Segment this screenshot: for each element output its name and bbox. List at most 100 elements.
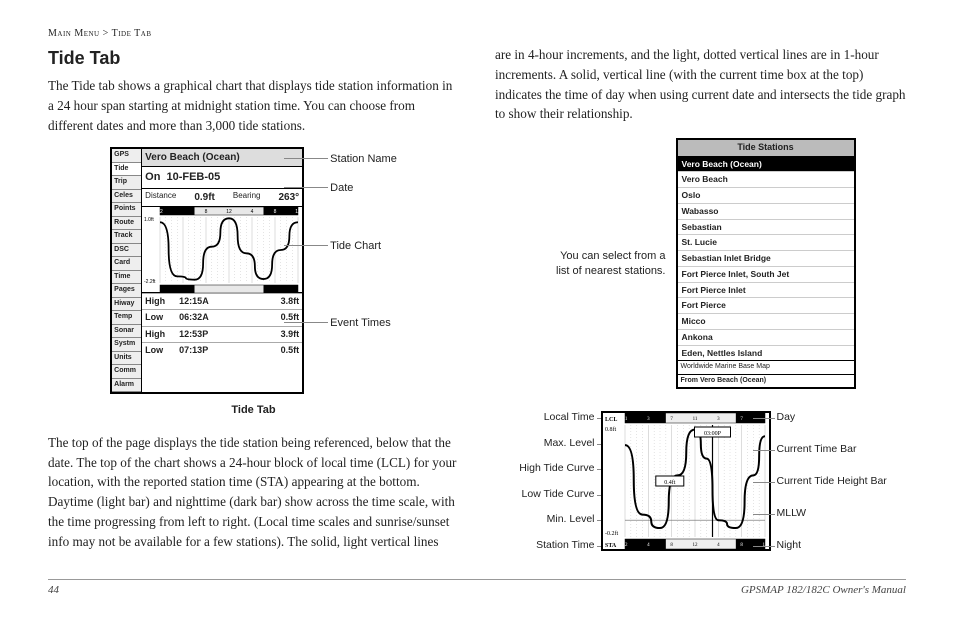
breadcrumb-a: Main Menu	[48, 28, 100, 39]
svg-text:12: 12	[157, 209, 163, 215]
breadcrumb: Main Menu > Tide Tab	[48, 28, 906, 39]
tab-time: Time	[112, 271, 141, 285]
label-current-time-bar: Current Time Bar	[777, 443, 889, 456]
tide-chart: 12481248121.0ft-2.2ft	[142, 207, 302, 293]
device-main: Vero Beach (Ocean) On 10-FEB-05 Distance…	[142, 149, 302, 392]
tab-tide: Tide	[112, 163, 141, 177]
fig-caption: Tide Tab	[48, 402, 459, 419]
event-times: High12:15A3.8ftLow06:32A0.5ftHigh12:53P3…	[142, 293, 302, 359]
tab-units: Units	[112, 352, 141, 366]
date-value: 10-FEB-05	[160, 169, 299, 186]
station-name: Vero Beach (Ocean)	[142, 149, 302, 167]
manual-title: GPSMAP 182/182C Owner's Manual	[741, 584, 906, 596]
tab-track: Track	[112, 230, 141, 244]
tab-pages: Pages	[112, 284, 141, 298]
callout-date: Date	[312, 180, 397, 197]
svg-text:11: 11	[692, 417, 697, 422]
annotated-chart-svg: LCLSTA1112347811123478120.8ft-0.2ft03:00…	[603, 413, 769, 549]
svg-text:4: 4	[182, 209, 185, 215]
right-column: are in 4-hour increments, and the light,…	[495, 45, 906, 562]
list-item: Sebastian	[678, 219, 854, 235]
label-min-level: Min. Level	[513, 513, 595, 526]
event-row: High12:53P3.9ft	[142, 326, 302, 343]
tab-temp: Temp	[112, 311, 141, 325]
svg-text:LCL: LCL	[605, 417, 617, 423]
svg-text:-2.2ft: -2.2ft	[144, 279, 156, 285]
label-high-tide-curve: High Tide Curve	[513, 462, 595, 475]
device-tabs: GPSTideTripCelesPointsRouteTrackDSCCardT…	[112, 149, 142, 392]
svg-text:12: 12	[692, 543, 698, 548]
figure-annotated-chart: Local TimeMax. LevelHigh Tide CurveLow T…	[495, 411, 906, 551]
label-night: Night	[777, 539, 889, 552]
svg-text:0.4ft: 0.4ft	[664, 479, 675, 486]
dist-row: Distance 0.9ft Bearing 263°	[142, 189, 302, 207]
label-mllw: MLLW	[777, 507, 889, 520]
station-list-device: Tide Stations Vero Beach (Ocean) Vero Be…	[676, 138, 856, 389]
breadcrumb-sep: >	[103, 28, 109, 39]
event-row: Low07:13P0.5ft	[142, 342, 302, 359]
svg-text:STA: STA	[605, 543, 617, 549]
list-item: Ankona	[678, 329, 854, 345]
breadcrumb-b: Tide Tab	[112, 28, 152, 39]
label-local-time: Local Time	[513, 411, 595, 424]
svg-text:1.0ft: 1.0ft	[144, 217, 154, 223]
tab-celes: Celes	[112, 190, 141, 204]
right-callouts: Day Current Time Bar Current Tide Height B…	[777, 411, 889, 551]
date-label: On	[145, 169, 160, 186]
callouts: Station NameDateTide ChartEvent Times	[312, 147, 397, 352]
page-title: Tide Tab	[48, 45, 459, 72]
list-foot1: Worldwide Marine Base Map	[678, 360, 854, 374]
label-current-tide-height-bar: Current Tide Height Bar	[777, 475, 889, 488]
list-item: Eden, Nettles Island	[678, 345, 854, 361]
tide-chart-svg: 12481248121.0ft-2.2ft	[142, 207, 302, 293]
svg-text:12: 12	[226, 209, 232, 215]
callout-tide-chart: Tide Chart	[312, 238, 397, 255]
list-item: Oslo	[678, 187, 854, 203]
label-day: Day	[777, 411, 889, 424]
figure-tide-tab: GPSTideTripCelesPointsRouteTrackDSCCardT…	[48, 147, 459, 394]
station-list-note: You can select from a list of nearest st…	[546, 249, 666, 279]
tab-trip: Trip	[112, 176, 141, 190]
left-column: Tide Tab The Tide tab shows a graphical …	[48, 45, 459, 562]
svg-text:12: 12	[622, 543, 628, 548]
svg-text:12: 12	[295, 209, 301, 215]
date-row: On 10-FEB-05	[142, 167, 302, 189]
para-2: The top of the page displays the tide st…	[48, 433, 459, 552]
brg-label: Bearing	[233, 190, 261, 205]
svg-text:8: 8	[274, 209, 277, 215]
list-item: Sebastian Inlet Bridge	[678, 250, 854, 266]
list-item: Wabasso	[678, 203, 854, 219]
svg-text:03:00P: 03:00P	[703, 431, 721, 437]
event-row: Low06:32A0.5ft	[142, 309, 302, 326]
dist-label: Distance	[145, 190, 176, 205]
para-3: are in 4-hour increments, and the light,…	[495, 45, 906, 124]
list-title: Tide Stations	[678, 140, 854, 157]
list-item: St. Lucie	[678, 234, 854, 250]
svg-text:-0.2ft: -0.2ft	[605, 530, 618, 537]
callout-station-name: Station Name	[312, 151, 397, 168]
list-item: Fort Pierce Inlet, South Jet	[678, 266, 854, 282]
svg-text:0.8ft: 0.8ft	[605, 426, 616, 433]
device-screenshot: GPSTideTripCelesPointsRouteTrackDSCCardT…	[110, 147, 304, 394]
svg-text:11: 11	[622, 417, 627, 422]
brg-value: 263°	[278, 190, 299, 205]
tab-points: Points	[112, 203, 141, 217]
para-1: The Tide tab shows a graphical chart tha…	[48, 76, 459, 135]
tab-hiway: Hiway	[112, 298, 141, 312]
list-item: Fort Pierce Inlet	[678, 282, 854, 298]
svg-text:8: 8	[205, 209, 208, 215]
list-item: Fort Pierce	[678, 297, 854, 313]
label-low-tide-curve: Low Tide Curve	[513, 488, 595, 501]
tab-alarm: Alarm	[112, 379, 141, 393]
tab-route: Route	[112, 217, 141, 231]
page-number: 44	[48, 584, 59, 596]
list-item: Micco	[678, 313, 854, 329]
list-item: Vero Beach	[678, 171, 854, 187]
tab-comm: Comm	[112, 365, 141, 379]
list-selected: Vero Beach (Ocean)	[678, 157, 854, 172]
tab-gps: GPS	[112, 149, 141, 163]
tab-card: Card	[112, 257, 141, 271]
tab-systm: Systm	[112, 338, 141, 352]
figure-station-list: You can select from a list of nearest st…	[495, 138, 906, 389]
annotated-chart: LCLSTA1112347811123478120.8ft-0.2ft03:00…	[601, 411, 771, 551]
